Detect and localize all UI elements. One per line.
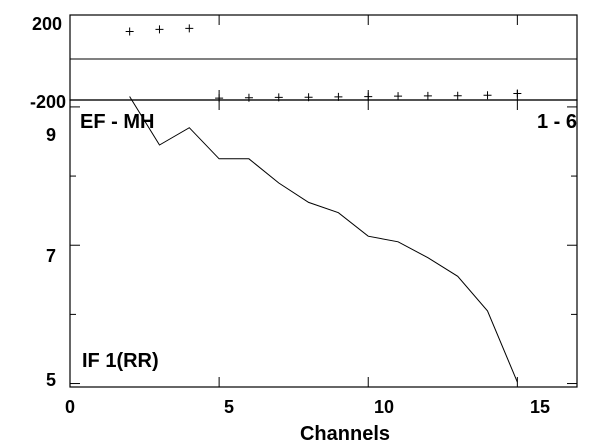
phase-point-11	[453, 91, 462, 100]
amp-ytick-7: 7	[46, 246, 56, 266]
phase-point-10	[423, 91, 432, 100]
phase-panel: 200 -200	[30, 14, 578, 112]
amp-ytick-5: 5	[46, 370, 56, 390]
xtick-0: 0	[65, 397, 75, 417]
amp-ytick-9: 9	[46, 125, 56, 145]
phase-point-12	[483, 91, 492, 100]
phase-point-9	[394, 92, 403, 101]
baseline-label: EF - MH	[80, 111, 154, 133]
amp-panel-frame	[69, 99, 578, 388]
x-axis: 0 5 10 15 Channels	[65, 15, 550, 444]
phase-points	[125, 24, 522, 103]
series-label: IF 1(RR)	[82, 350, 159, 372]
amp-ticks	[70, 106, 577, 385]
xtick-5: 5	[224, 397, 234, 417]
phase-point-1	[155, 25, 164, 34]
phase-point-2	[185, 24, 194, 33]
x-ticks	[69, 15, 518, 387]
xtick-10: 10	[374, 397, 394, 417]
phase-ytick-bottom: -200	[30, 92, 66, 112]
xtick-15: 15	[530, 397, 550, 417]
phase-panel-frame	[69, 14, 578, 101]
amp-panel: 9 7 5 EF - MH 1 - 6 IF 1(RR)	[46, 96, 578, 390]
phase-point-0	[125, 27, 134, 36]
range-label: 1 - 6	[537, 111, 577, 133]
x-axis-label: Channels	[300, 423, 390, 444]
amp-series-line	[129, 96, 518, 383]
phase-ytick-top: 200	[32, 14, 62, 34]
